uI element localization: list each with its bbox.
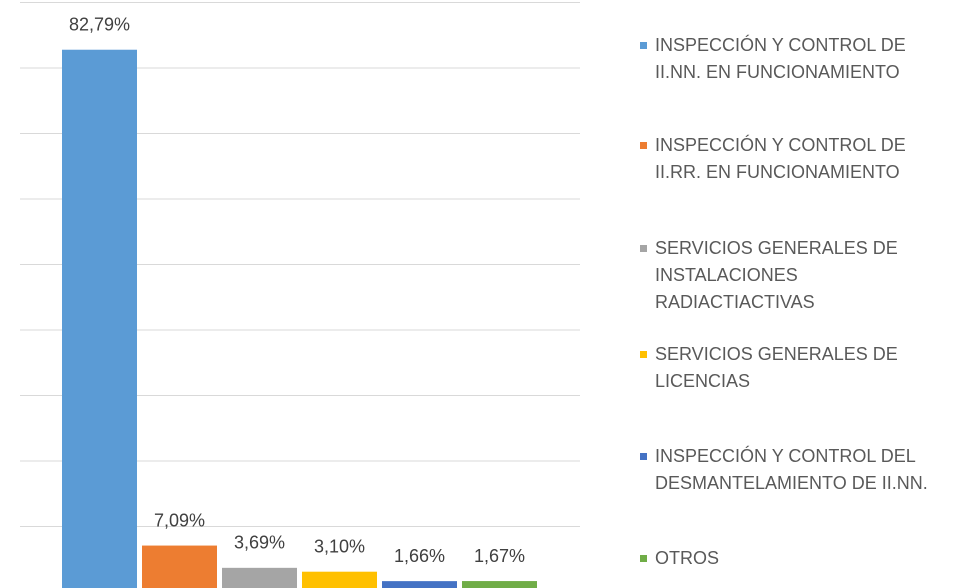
bar	[302, 571, 377, 588]
bar	[382, 581, 457, 588]
legend-swatch	[640, 351, 647, 358]
legend-item: INSPECCIÓN Y CONTROL DE II.RR. EN FUNCIO…	[640, 132, 940, 186]
legend-label: SERVICIOS GENERALES DE LICENCIAS	[655, 344, 898, 391]
legend-item: SERVICIOS GENERALES DE INSTALACIONES RAD…	[640, 235, 940, 316]
legend-swatch	[640, 453, 647, 460]
data-label: 3,10%	[314, 536, 365, 556]
legend-label: SERVICIOS GENERALES DE INSTALACIONES RAD…	[655, 238, 898, 312]
legend-item: OTROS	[640, 545, 940, 572]
legend-swatch	[640, 245, 647, 252]
bar	[222, 567, 297, 588]
legend-swatch	[640, 555, 647, 562]
legend-item: INSPECCIÓN Y CONTROL DEL DESMANTELAMIENT…	[640, 443, 940, 497]
data-label: 82,79%	[69, 14, 130, 34]
legend-label: INSPECCIÓN Y CONTROL DE II.RR. EN FUNCIO…	[655, 135, 906, 182]
legend-item: INSPECCIÓN Y CONTROL DE II.NN. EN FUNCIO…	[640, 32, 940, 86]
legend-label: INSPECCIÓN Y CONTROL DE II.NN. EN FUNCIO…	[655, 35, 906, 82]
data-label: 1,66%	[394, 546, 445, 566]
data-label: 1,67%	[474, 546, 525, 566]
legend-swatch	[640, 142, 647, 149]
legend-label: OTROS	[655, 548, 720, 568]
legend-swatch	[640, 42, 647, 49]
bar	[142, 545, 217, 588]
data-label: 3,69%	[234, 533, 285, 553]
legend-item: SERVICIOS GENERALES DE LICENCIAS	[640, 341, 940, 395]
legend-label: INSPECCIÓN Y CONTROL DEL DESMANTELAMIENT…	[655, 446, 928, 493]
bar	[62, 49, 137, 588]
bar	[462, 581, 537, 588]
data-label: 7,09%	[154, 510, 205, 530]
